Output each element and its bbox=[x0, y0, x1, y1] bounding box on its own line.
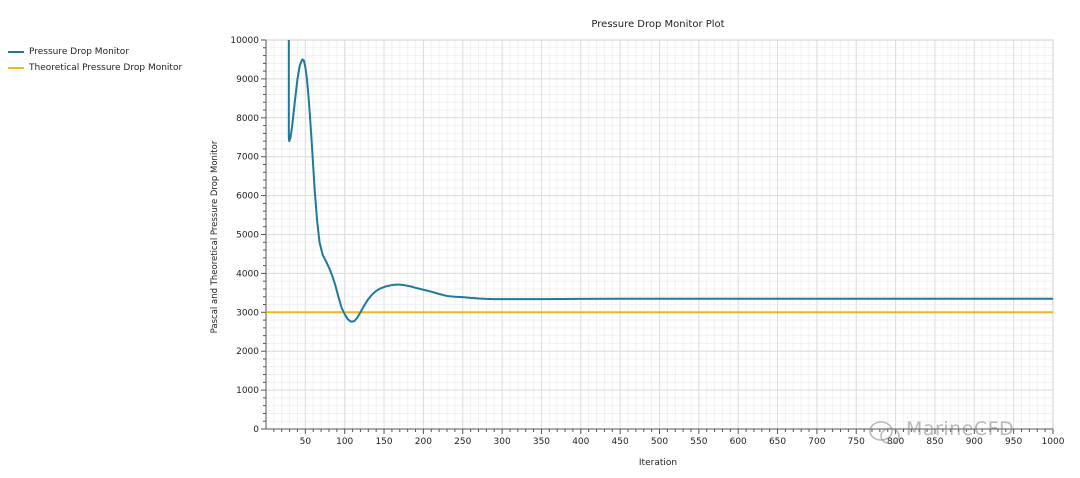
x-tick-label: 1000 bbox=[1042, 437, 1065, 447]
y-tick-label: 7000 bbox=[236, 153, 259, 163]
x-tick-label: 600 bbox=[730, 437, 747, 447]
x-tick-label: 100 bbox=[336, 437, 353, 447]
x-tick-label: 200 bbox=[415, 437, 432, 447]
y-tick-label: 5000 bbox=[236, 231, 259, 241]
x-tick-label: 150 bbox=[375, 437, 392, 447]
x-tick-label: 900 bbox=[966, 437, 983, 447]
y-tick-label: 6000 bbox=[236, 192, 259, 202]
y-tick-label: 10000 bbox=[230, 36, 259, 46]
x-tick-label: 250 bbox=[454, 437, 471, 447]
x-tick-label: 450 bbox=[612, 437, 629, 447]
legend: Pressure Drop Monitor Theoretical Pressu… bbox=[8, 44, 182, 76]
x-tick-label: 700 bbox=[808, 437, 825, 447]
x-tick-label: 750 bbox=[848, 437, 865, 447]
x-tick-label: 850 bbox=[926, 437, 943, 447]
x-tick-label: 950 bbox=[1005, 437, 1022, 447]
chart-title: Pressure Drop Monitor Plot bbox=[591, 19, 724, 30]
legend-item-pressure-drop: Pressure Drop Monitor bbox=[8, 44, 182, 60]
x-tick-label: 400 bbox=[572, 437, 589, 447]
series-line-pressure-drop bbox=[287, 40, 1053, 323]
x-tick-label: 650 bbox=[769, 437, 786, 447]
y-tick-label: 8000 bbox=[236, 114, 259, 124]
wechat-logo-icon bbox=[869, 421, 900, 445]
legend-swatch-theoretical bbox=[8, 67, 24, 69]
y-tick-label: 9000 bbox=[236, 75, 259, 85]
y-tick-label: 1000 bbox=[236, 386, 259, 396]
legend-item-theoretical: Theoretical Pressure Drop Monitor bbox=[8, 60, 182, 76]
legend-label-theoretical: Theoretical Pressure Drop Monitor bbox=[29, 63, 183, 73]
x-tick-label: 550 bbox=[690, 437, 707, 447]
y-tick-label: 4000 bbox=[236, 269, 259, 279]
x-tick-label: 500 bbox=[651, 437, 668, 447]
x-axis-label: Iteration bbox=[639, 458, 677, 468]
y-tick-label: 3000 bbox=[236, 308, 259, 318]
watermark: MarineCFD bbox=[906, 418, 1015, 440]
x-tick-label: 300 bbox=[494, 437, 511, 447]
legend-swatch-pressure-drop bbox=[8, 51, 24, 53]
y-tick-label: 0 bbox=[253, 425, 259, 435]
y-tick-label: 2000 bbox=[236, 347, 259, 357]
x-tick-label: 50 bbox=[300, 437, 312, 447]
x-tick-label: 350 bbox=[533, 437, 550, 447]
legend-label-pressure-drop: Pressure Drop Monitor bbox=[29, 47, 130, 57]
y-axis-label: Pascal and Theoretical Pressure Drop Mon… bbox=[210, 140, 220, 333]
